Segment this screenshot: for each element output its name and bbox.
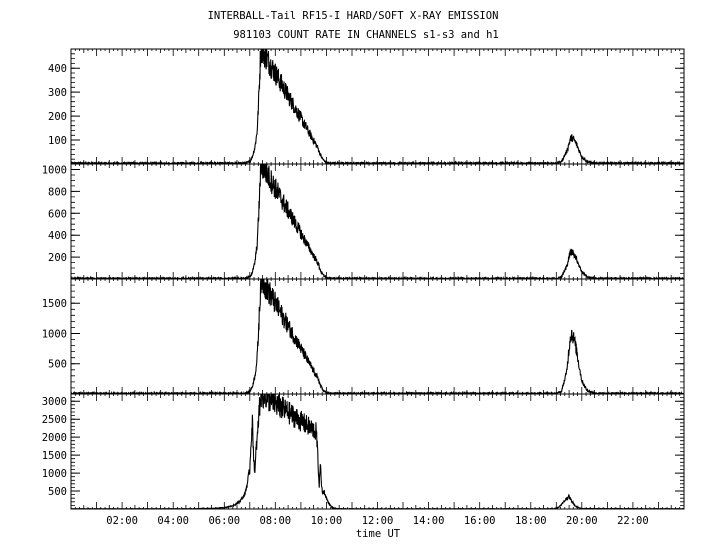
panel-3: 500 1000 1500 <box>42 278 685 395</box>
y-minor-ticks <box>71 284 684 389</box>
x-tick-label: 04:00 <box>157 515 189 527</box>
x-ticks <box>74 164 681 279</box>
x-tick-label: 06:00 <box>208 515 240 527</box>
x-tick-label: 18:00 <box>515 515 547 527</box>
chart-title-line2: 981103 COUNT RATE IN CHANNELS s1-s3 and … <box>233 29 499 41</box>
y-tick-label: 2500 <box>42 414 67 426</box>
x-tick-label: 20:00 <box>566 515 598 527</box>
x-tick-label: 22:00 <box>617 515 649 527</box>
y-tick-label: 1500 <box>42 450 67 462</box>
panel-4: 500 1000 1500 2000 2500 3000 <box>42 393 685 510</box>
x-tick-label: 10:00 <box>311 515 343 527</box>
panel-1: 100 200 300 400 <box>48 48 685 165</box>
y-minor-ticks <box>71 53 684 160</box>
series-line <box>71 279 684 394</box>
panel-frame <box>70 393 685 510</box>
series-line <box>71 394 684 509</box>
y-tick-label: 300 <box>48 87 67 99</box>
series-line <box>71 164 684 279</box>
panel-frame <box>70 278 685 395</box>
x-tick-label: 14:00 <box>413 515 445 527</box>
series-line <box>71 49 684 164</box>
y-minor-ticks <box>71 397 684 506</box>
x-tick-label: 02:00 <box>106 515 138 527</box>
y-tick-label: 600 <box>48 208 67 220</box>
panel-2: 200 400 600 800 1000 <box>42 163 685 280</box>
x-ticks <box>74 394 681 509</box>
y-tick-label: 400 <box>48 230 67 242</box>
y-tick-label: 1000 <box>42 329 67 341</box>
panel-frame <box>70 163 685 280</box>
y-tick-label: 100 <box>48 135 67 147</box>
chart-panels: 1002003004002004006008001000500100015005… <box>42 48 685 510</box>
y-tick-label: 2000 <box>42 432 67 444</box>
x-ticks <box>74 49 681 164</box>
y-tick-label: 400 <box>48 63 67 75</box>
y-tick-label: 500 <box>48 359 67 371</box>
x-ticks <box>74 279 681 394</box>
panel-frame <box>70 48 685 165</box>
chart-title-line1: INTERBALL-Tail RF15-I HARD/SOFT X-RAY EM… <box>208 10 499 22</box>
x-axis-label: time UT <box>356 528 401 540</box>
y-tick-label: 200 <box>48 252 67 264</box>
y-minor-ticks <box>71 169 684 274</box>
y-tick-label: 800 <box>48 186 67 198</box>
y-tick-label: 1500 <box>42 298 67 310</box>
x-tick-label: 16:00 <box>464 515 496 527</box>
y-tick-label: 3000 <box>42 396 67 408</box>
y-tick-label: 1000 <box>42 468 67 480</box>
x-tick-label: 12:00 <box>362 515 394 527</box>
y-tick-label: 200 <box>48 111 67 123</box>
y-tick-label: 1000 <box>42 165 67 177</box>
y-tick-label: 500 <box>48 486 67 498</box>
x-tick-label: 08:00 <box>259 515 291 527</box>
x-axis-tick-labels: 02:00 04:00 06:00 08:00 10:00 12:00 14:00 16:00… <box>106 515 648 527</box>
